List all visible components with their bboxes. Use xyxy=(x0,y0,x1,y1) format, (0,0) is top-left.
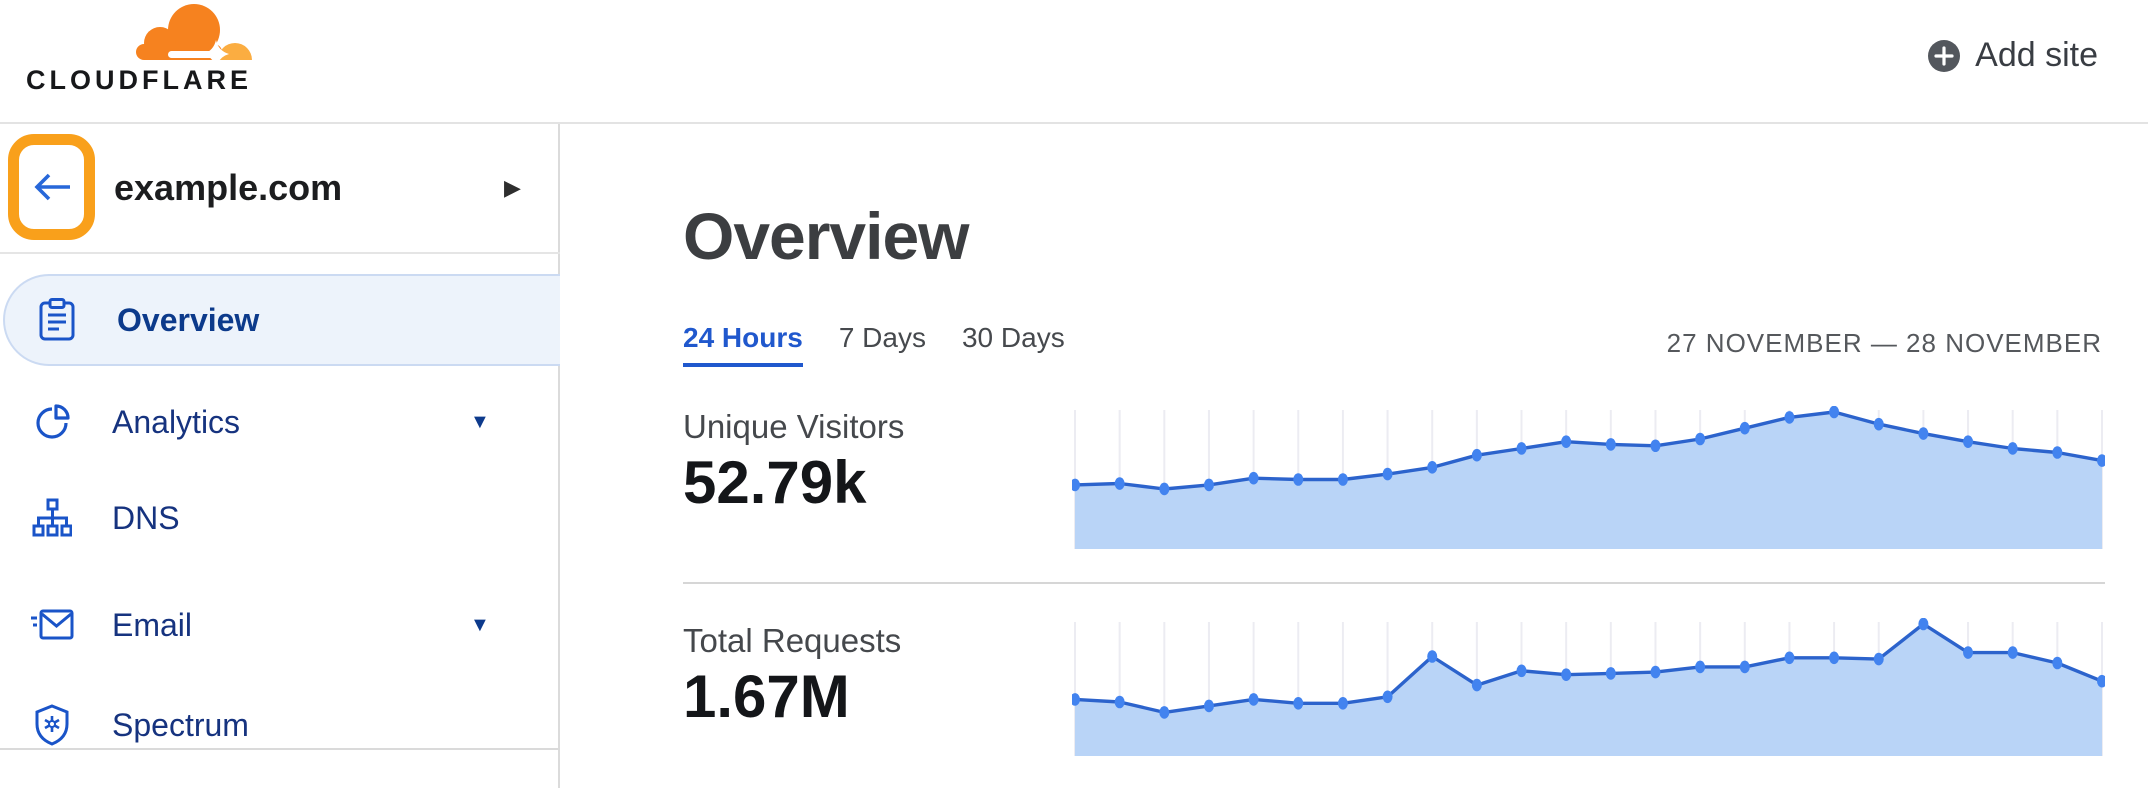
sidebar-item-spectrum[interactable]: Spectrum xyxy=(0,675,560,775)
sidebar-item-analytics[interactable]: Analytics ▼ xyxy=(0,372,560,472)
metric-divider xyxy=(683,582,2105,584)
site-sidebar: example.com ▶ Overview Analytic xyxy=(0,124,560,788)
plus-circle-icon xyxy=(1928,39,1961,72)
sidebar-item-label: Email xyxy=(112,606,193,643)
back-arrow-icon[interactable] xyxy=(30,169,74,205)
shield-icon xyxy=(30,704,74,746)
site-switcher-chevron-icon[interactable]: ▶ xyxy=(504,175,521,200)
sidebar-item-label: Spectrum xyxy=(112,706,249,743)
cloudflare-wordmark: CLOUDFLARE xyxy=(26,65,252,95)
add-site-label: Add site xyxy=(1975,36,2098,74)
cloudflare-logo[interactable]: CLOUDFLARE xyxy=(26,2,266,96)
tab-24-hours[interactable]: 24 Hours xyxy=(683,322,803,367)
email-icon xyxy=(30,608,74,642)
pie-chart-icon xyxy=(30,403,74,441)
unique-visitors-label: Unique Visitors xyxy=(683,408,905,445)
total-requests-value: 1.67M xyxy=(683,663,850,730)
back-button-highlight xyxy=(8,134,95,240)
top-header: CLOUDFLARE Add site xyxy=(0,0,2148,124)
unique-visitors-value: 52.79k xyxy=(683,449,867,516)
tab-7-days[interactable]: 7 Days xyxy=(838,322,926,353)
dns-tree-icon xyxy=(30,498,74,538)
total-requests-chart[interactable] xyxy=(1072,618,2105,756)
sidebar-item-dns[interactable]: DNS xyxy=(0,468,560,568)
sidebar-item-label: Analytics xyxy=(112,403,241,440)
page-title: Overview xyxy=(683,199,970,273)
unique-visitors-chart[interactable] xyxy=(1072,406,2105,549)
sidebar-item-label: DNS xyxy=(112,499,180,536)
date-range-label: 27 NOVEMBER — 28 NOVEMBER xyxy=(1666,328,2102,358)
cloudflare-cloud-icon xyxy=(136,4,252,64)
site-domain[interactable]: example.com xyxy=(114,167,343,208)
sidebar-divider xyxy=(0,748,560,750)
site-header: example.com ▶ xyxy=(0,124,560,254)
total-requests-label: Total Requests xyxy=(683,622,902,659)
sidebar-item-label: Overview xyxy=(117,301,260,338)
clipboard-icon xyxy=(35,298,79,342)
add-site-button[interactable]: Add site xyxy=(1927,36,2098,75)
tab-30-days[interactable]: 30 Days xyxy=(961,322,1065,353)
time-range-tabs: 24 Hours 7 Days 30 Days xyxy=(683,322,1065,367)
chevron-down-icon[interactable]: ▼ xyxy=(470,410,490,433)
sidebar-item-overview[interactable]: Overview xyxy=(3,274,560,366)
sidebar-item-email[interactable]: Email ▼ xyxy=(0,575,560,675)
chevron-down-icon[interactable]: ▼ xyxy=(470,613,490,636)
